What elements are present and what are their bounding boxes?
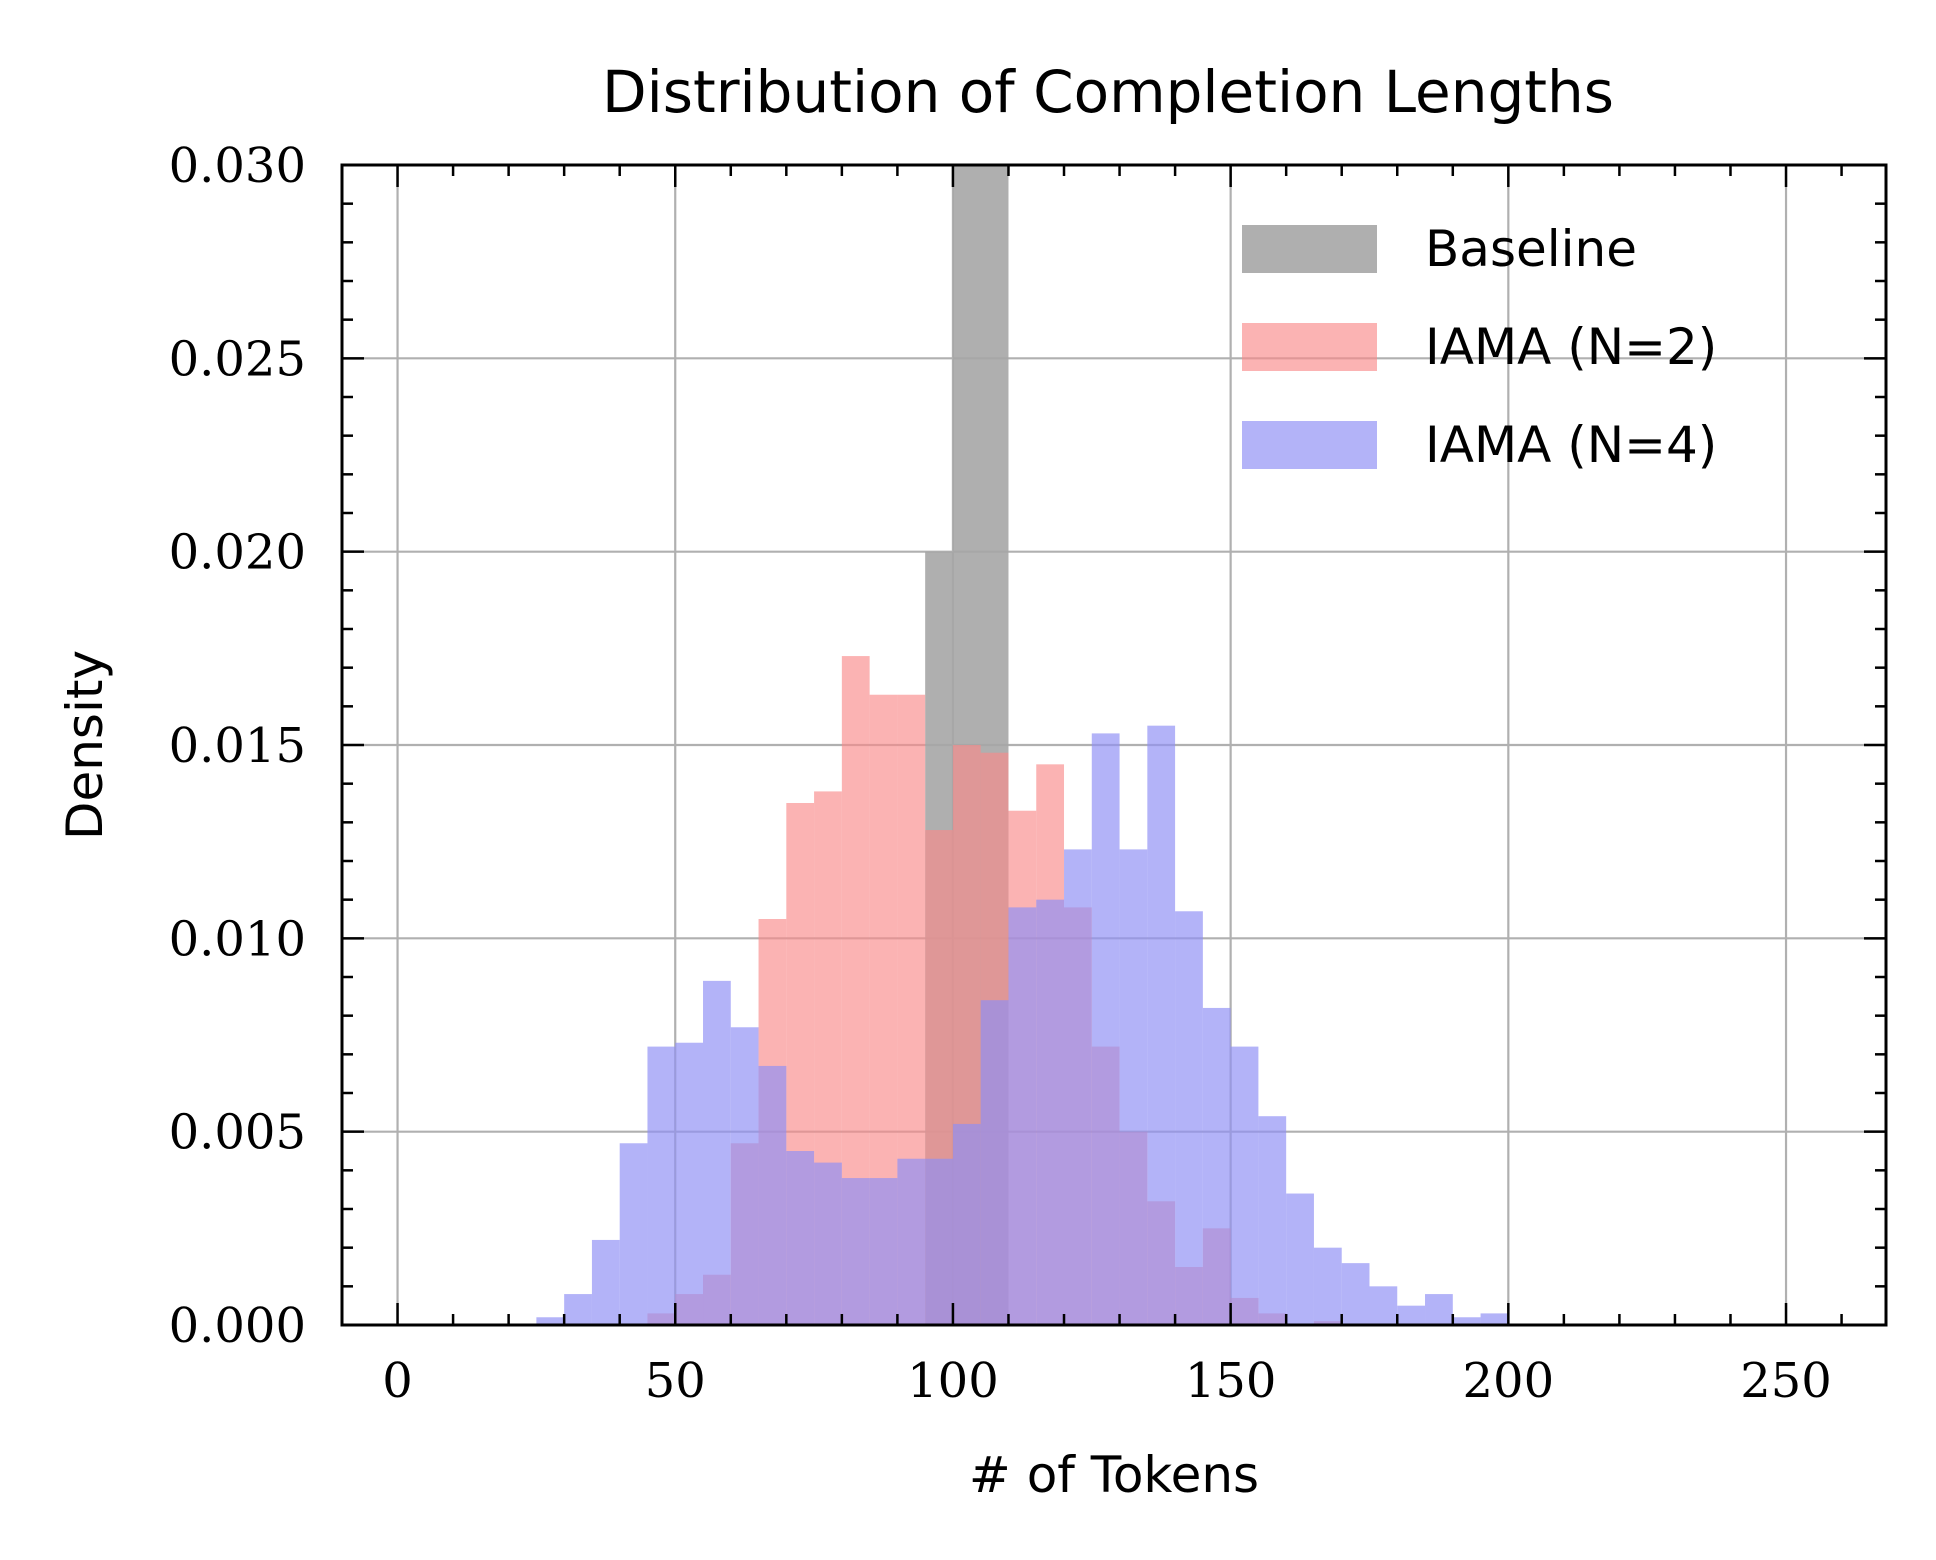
- x-tick-label: 50: [645, 1353, 706, 1409]
- histogram-bar: [1175, 911, 1203, 1325]
- histogram-bar: [1064, 849, 1092, 1325]
- histogram-bar: [786, 1151, 815, 1325]
- histogram-bar: [1397, 1305, 1426, 1325]
- x-tick-label: 250: [1740, 1353, 1832, 1409]
- histogram-bar: [925, 1158, 953, 1325]
- histogram-bar: [1286, 1193, 1314, 1325]
- histogram-bar: [1369, 1286, 1398, 1325]
- y-tick-label: 0.010: [169, 911, 306, 967]
- y-tick-label: 0.030: [169, 138, 306, 194]
- histogram-bar: [1202, 1007, 1231, 1325]
- chart-title: Distribution of Completion Lengths: [602, 58, 1614, 126]
- histogram-bar: [1341, 1263, 1370, 1325]
- y-tick-label: 0.005: [169, 1105, 306, 1161]
- histogram-bar: [952, 1123, 981, 1325]
- histogram-bar: [730, 1027, 759, 1325]
- legend-swatch: [1242, 323, 1377, 371]
- series-2: [536, 725, 1509, 1325]
- histogram-bar: [1091, 733, 1120, 1325]
- histogram-bar: [1425, 1294, 1453, 1325]
- histogram-bar: [703, 980, 731, 1325]
- x-tick-labels: 0 50 100 150 200 250: [382, 1353, 1832, 1409]
- histogram-bar: [647, 1046, 676, 1325]
- histogram-bar: [758, 1065, 787, 1325]
- legend-label: IAMA (N=2): [1425, 318, 1717, 376]
- x-tick-label: 0: [382, 1353, 413, 1409]
- y-tick-label: 0.000: [169, 1298, 306, 1354]
- histogram-bar: [1452, 1317, 1481, 1325]
- legend-swatch: [1242, 421, 1377, 469]
- histogram-bar: [675, 1042, 704, 1325]
- histogram-bar: [869, 1178, 898, 1325]
- x-tick-label: 150: [1185, 1353, 1277, 1409]
- legend-label: IAMA (N=4): [1425, 416, 1717, 474]
- histogram-bar: [814, 1162, 842, 1325]
- histogram-bar: [1480, 1313, 1509, 1325]
- legend-label: Baseline: [1425, 220, 1637, 278]
- histogram-bar: [1119, 849, 1148, 1325]
- x-tick-label: 200: [1463, 1353, 1555, 1409]
- histogram-bar: [841, 1178, 870, 1325]
- histogram-bars: [536, 165, 1509, 1325]
- y-tick-label: 0.025: [169, 331, 306, 387]
- histogram-bar: [536, 1317, 565, 1325]
- x-tick-label: 100: [907, 1353, 999, 1409]
- legend-swatch: [1242, 225, 1377, 273]
- x-axis-label: # of Tokens: [969, 1446, 1259, 1504]
- histogram-bar: [564, 1294, 592, 1325]
- y-tick-labels: 0.000 0.005 0.010 0.015 0.020 0.025 0.030: [169, 138, 306, 1354]
- histogram-bar: [897, 1158, 926, 1325]
- histogram-bar: [980, 1000, 1009, 1325]
- plot-frame: [340, 163, 1888, 1327]
- y-axis-label: Density: [56, 650, 114, 840]
- y-tick-label: 0.020: [169, 525, 306, 581]
- y-tick-label: 0.015: [169, 718, 306, 774]
- histogram-bar: [1008, 907, 1037, 1325]
- histogram-bar: [1230, 1046, 1259, 1325]
- histogram-bar: [1313, 1247, 1342, 1325]
- histogram-bar: [1147, 725, 1176, 1325]
- legend: Baseline IAMA (N=2) IAMA (N=4): [1242, 220, 1717, 474]
- histogram-bar: [1036, 899, 1065, 1325]
- histogram-bar: [1258, 1116, 1287, 1325]
- histogram-bar: [619, 1143, 648, 1325]
- histogram-bar: [591, 1239, 620, 1325]
